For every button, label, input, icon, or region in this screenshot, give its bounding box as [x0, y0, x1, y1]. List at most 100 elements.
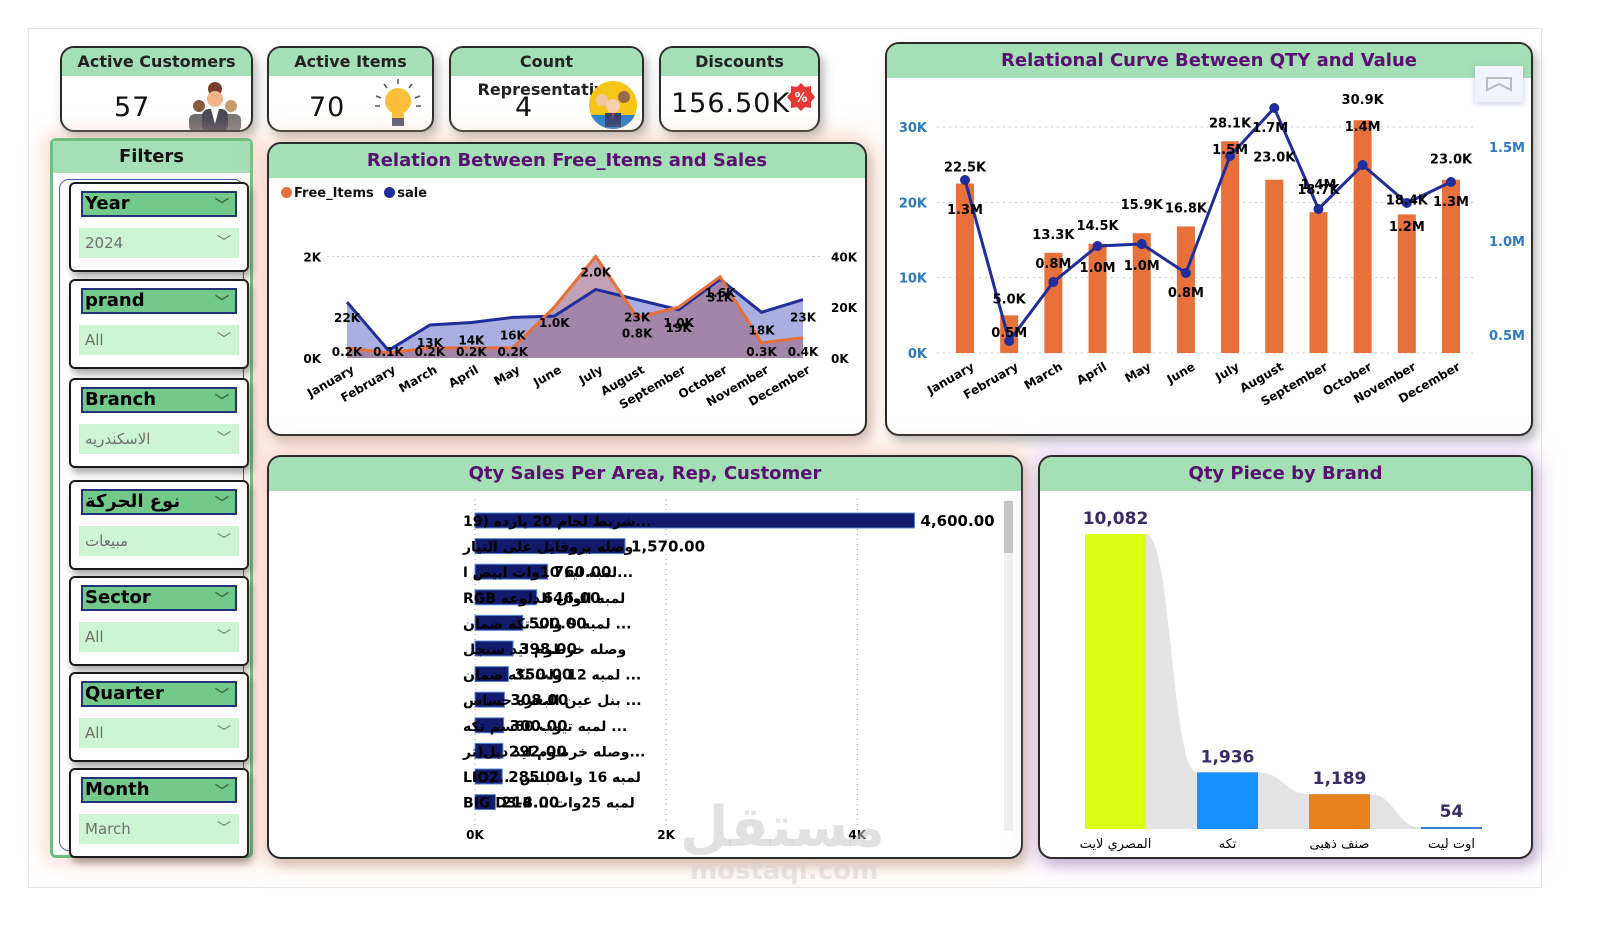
- slicer-header-transaction-type[interactable]: نوع الحركة ﹀: [81, 489, 237, 515]
- svg-text:اوت ليت: اوت ليت: [1428, 837, 1475, 852]
- svg-text:0.8M: 0.8M: [1035, 257, 1071, 272]
- svg-text:March: March: [396, 362, 439, 395]
- slicer-label: Branch: [85, 389, 157, 410]
- svg-text:10K: 10K: [899, 272, 928, 287]
- svg-text:214.00: 214.00: [501, 794, 559, 812]
- kpi-title: Active Items: [269, 48, 432, 76]
- svg-text:2K: 2K: [303, 250, 321, 264]
- dropdown-value: All: [85, 331, 104, 349]
- svg-text:5.0K: 5.0K: [993, 292, 1027, 307]
- branch-dropdown[interactable]: الاسكندريه ﹀: [79, 424, 239, 454]
- percent-badge-icon: %: [786, 82, 816, 116]
- svg-text:1.5M: 1.5M: [1489, 141, 1525, 156]
- slicer-header-prand[interactable]: prand ﹀: [81, 288, 237, 314]
- svg-text:23.0K: 23.0K: [1430, 153, 1473, 168]
- svg-text:285.00: 285.00: [508, 768, 566, 786]
- year-dropdown[interactable]: 2024 ﹀: [79, 228, 239, 258]
- bar-chart-plot[interactable]: 0K 2K 4K 4,600.00 ...شريط لحام 20 يارده (19 1…: [269, 491, 1021, 857]
- svg-text:1,936: 1,936: [1201, 747, 1255, 767]
- svg-text:1,570.00: 1,570.00: [631, 538, 705, 556]
- chart-title: Relational Curve Between QTY and Value: [887, 44, 1531, 78]
- svg-text:... بنل عين البقره حساس: ... بنل عين البقره حساس: [463, 693, 642, 709]
- svg-text:0.8M: 0.8M: [1168, 286, 1204, 301]
- svg-text:308.00: 308.00: [510, 691, 568, 709]
- svg-text:1.0K: 1.0K: [663, 316, 694, 330]
- qty-by-brand-chart[interactable]: Qty Piece by Brand 10,082 المصري لايت 1,93…: [1038, 455, 1533, 859]
- svg-text:14K: 14K: [458, 333, 485, 347]
- dropdown-value: 2024: [85, 234, 124, 252]
- kpi-discounts[interactable]: Discounts 156.50K %: [659, 46, 820, 132]
- kpi-count-representative[interactable]: Count Representative 4: [449, 46, 644, 132]
- kpi-title: Discounts: [661, 48, 818, 76]
- scrollbar-thumb[interactable]: [1004, 501, 1013, 553]
- svg-text:2.0K: 2.0K: [580, 265, 611, 279]
- chevron-down-icon: ﹀: [217, 533, 231, 549]
- slicer-header-month[interactable]: Month ﹀: [81, 777, 237, 803]
- qty-value-chart[interactable]: Relational Curve Between QTY and Value 0…: [885, 42, 1533, 436]
- slicer-header-quarter[interactable]: Quarter ﹀: [81, 681, 237, 707]
- filters-panel: Filters Year ﹀ 2024 ﹀ prand ﹀ All ﹀ Branch ﹀ …: [50, 138, 253, 858]
- svg-text:20K: 20K: [831, 301, 858, 315]
- bookmark-icon[interactable]: [1475, 66, 1523, 102]
- svg-text:... لمبه 9 وات تكه ضمان: ... لمبه 9 وات تكه ضمان: [463, 616, 632, 632]
- kpi-title: Count Representative: [451, 48, 642, 99]
- svg-text:4,600.00: 4,600.00: [921, 512, 995, 530]
- svg-text:1.4M: 1.4M: [1345, 120, 1381, 135]
- kpi-title: Active Customers: [62, 48, 251, 76]
- slicer-header-sector[interactable]: Sector ﹀: [81, 585, 237, 611]
- month-dropdown[interactable]: March ﹀: [79, 814, 239, 844]
- qty-sales-area-chart[interactable]: Qty Sales Per Area, Rep, Customer 0K 2K 4K…: [267, 455, 1023, 859]
- chevron-down-icon: ﹀: [215, 592, 229, 608]
- svg-text:1.6K: 1.6K: [705, 286, 736, 300]
- legend-item-free-items[interactable]: Free_Items: [281, 186, 374, 201]
- svg-text:18K: 18K: [749, 323, 776, 337]
- svg-text:0K: 0K: [908, 347, 928, 362]
- svg-text:May: May: [492, 362, 523, 388]
- lightbulb-icon: [372, 78, 424, 130]
- svg-text:1.0K: 1.0K: [539, 316, 570, 330]
- svg-text:1.0M: 1.0M: [1489, 235, 1525, 250]
- svg-text:LIO2... لمبه 16 وات بلس: LIO2... لمبه 16 وات بلس: [463, 770, 641, 786]
- svg-text:0.4K: 0.4K: [788, 345, 819, 359]
- prand-dropdown[interactable]: All ﹀: [79, 325, 239, 355]
- svg-text:0.2K: 0.2K: [415, 345, 446, 359]
- svg-text:1.0M: 1.0M: [1080, 261, 1116, 276]
- ribbon-chart-plot[interactable]: 10,082 المصري لايت 1,936 تكه 1,189 صنف ذهبى 54…: [1040, 491, 1531, 857]
- slicer-header-year[interactable]: Year ﹀: [81, 191, 237, 217]
- chevron-down-icon: ﹀: [217, 821, 231, 837]
- slicer-header-branch[interactable]: Branch ﹀: [81, 387, 237, 413]
- svg-text:صنف ذهبى: صنف ذهبى: [1310, 837, 1370, 852]
- customers-icon: [187, 80, 243, 130]
- slicer-label: نوع الحركة: [85, 491, 181, 512]
- legend-item-sale[interactable]: sale: [384, 186, 427, 201]
- svg-text:0.3K: 0.3K: [746, 345, 777, 359]
- svg-text:1.5M: 1.5M: [1212, 143, 1248, 158]
- transaction-type-dropdown[interactable]: مبيعات ﹀: [79, 526, 239, 556]
- svg-text:2K: 2K: [657, 828, 675, 842]
- slicer-prand: prand ﹀ All ﹀: [69, 279, 249, 369]
- dropdown-value: مبيعات: [85, 532, 129, 550]
- svg-text:23K: 23K: [790, 311, 817, 325]
- svg-text:760.00: 760.00: [554, 563, 612, 581]
- kpi-value: 4: [515, 92, 534, 123]
- filters-container: Year ﹀ 2024 ﹀ prand ﹀ All ﹀ Branch ﹀ الاسكندر…: [59, 179, 249, 858]
- svg-text:...وصله خرطوم ليد دبل(تر: ...وصله خرطوم ليد دبل(تر: [462, 744, 645, 760]
- svg-text:1.0M: 1.0M: [1124, 259, 1160, 274]
- free-items-sales-chart[interactable]: Relation Between Free_Items and Sales Fr…: [267, 142, 867, 436]
- kpi-active-customers[interactable]: Active Customers 57: [60, 46, 253, 132]
- svg-text:1.7M: 1.7M: [1252, 121, 1288, 136]
- slicer-label: Year: [85, 193, 130, 214]
- svg-text:30.9K: 30.9K: [1342, 93, 1385, 108]
- combo-chart-plot[interactable]: 0K 10K 20K 30K 0.5M 1.0M 1.5M 22.5K 5.0K 13.3K14.…: [887, 78, 1531, 434]
- slicer-label: Sector: [85, 587, 151, 608]
- svg-text:... لمبه تيوب 60سم تكه: ... لمبه تيوب 60سم تكه: [463, 719, 627, 735]
- svg-text:14.5K: 14.5K: [1076, 219, 1119, 234]
- scrollbar[interactable]: [1004, 501, 1013, 831]
- quarter-dropdown[interactable]: All ﹀: [79, 718, 239, 748]
- sector-dropdown[interactable]: All ﹀: [79, 622, 239, 652]
- dropdown-value: All: [85, 724, 104, 742]
- kpi-active-items[interactable]: Active Items 70: [267, 46, 434, 132]
- svg-text:%: %: [794, 91, 807, 106]
- slicer-label: Quarter: [85, 683, 164, 704]
